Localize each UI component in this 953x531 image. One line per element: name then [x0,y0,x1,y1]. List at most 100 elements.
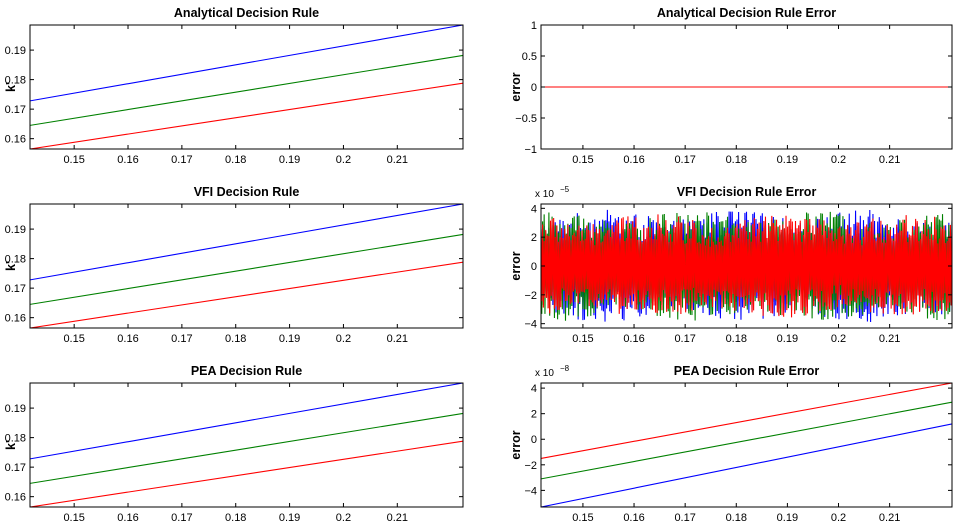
y-tick-label: 0.19 [5,45,26,57]
y-tick-label: 0.17 [5,104,26,116]
axes-box [540,382,953,508]
y-exponent-power: −8 [560,364,570,373]
y-tick-label: 0.16 [5,492,26,504]
series-line-3 [30,440,463,507]
x-tick-label: 0.2 [336,154,351,166]
y-axis-label: k' [4,261,18,271]
y-tick-label: −0.5 [515,113,537,125]
chart-panel-2: 0.15 0.16 0.17 0.18 0.19 0.2 0.21 −1 −0.5 0 0.5 1 An… [509,6,953,166]
x-tick-label: 0.16 [623,512,644,524]
chart-title: Analytical Decision Rule Error [657,6,836,20]
x-tick-label: 0.15 [63,512,84,524]
y-tick-label: 0.16 [5,134,26,146]
y-axis-label: error [509,72,523,101]
x-tick-label: 0.21 [387,154,408,166]
chart-title: VFI Decision Rule Error [677,185,817,199]
x-tick-label: 0.2 [336,512,351,524]
x-tick-label: 0.2 [831,333,846,345]
y-tick-label: 0 [531,261,537,273]
x-tick-label: 0.17 [674,333,695,345]
series-line-1 [30,25,463,102]
series-line-3 [541,423,952,507]
y-tick-label: −4 [524,485,537,497]
y-tick-label: 0.16 [5,313,26,325]
data-layer [30,204,463,328]
y-tick-label: 0.18 [5,75,26,87]
series-line-3 [30,82,463,149]
data-layer [541,209,952,322]
x-tick-label: 0.18 [726,154,747,166]
x-tick-label: 0.19 [279,154,300,166]
x-tick-label: 0.18 [726,512,747,524]
x-tick-label: 0.21 [387,512,408,524]
y-tick-label: 0 [531,434,537,446]
x-tick-label: 0.15 [63,333,84,345]
x-tick-label: 0.17 [171,512,192,524]
x-tick-label: 0.15 [572,333,593,345]
x-tick-label: 0.21 [879,333,900,345]
y-tick-label: 0.17 [5,462,26,474]
series-line-2 [30,233,463,305]
series-line-2 [541,401,952,480]
x-tick-label: 0.21 [879,512,900,524]
y-tick-label: 2 [531,409,537,421]
y-tick-label: 2 [531,232,537,244]
x-tick-label: 0.18 [225,512,246,524]
x-tick-label: 0.2 [831,512,846,524]
series-line-3 [30,261,463,328]
y-exponent-label: x 10 [535,189,554,200]
y-axis-label: k' [4,440,18,450]
x-tick-label: 0.18 [225,333,246,345]
x-tick-label: 0.16 [117,512,138,524]
y-tick-label: −4 [524,319,537,331]
y-tick-label: 0.19 [5,224,26,236]
y-axis-label: k' [4,82,18,92]
chart-title: PEA Decision Rule [191,364,302,378]
y-tick-label: 0 [531,82,537,94]
chart-panel-6: 0.15 0.16 0.17 0.18 0.19 0.2 0.21 −4 −2 0 2 4 PEA De… [509,364,953,524]
plot-area [541,383,952,507]
axes-box [29,203,464,329]
series-line-1 [541,383,952,459]
x-tick-label: 0.19 [279,512,300,524]
x-tick-label: 0.19 [777,512,798,524]
data-layer [30,383,463,507]
x-tick-label: 0.17 [171,333,192,345]
x-tick-label: 0.16 [623,333,644,345]
axes-box [29,24,464,150]
series-line-1 [30,383,463,460]
y-tick-label: −1 [524,144,537,156]
y-axis-label: error [509,430,523,459]
y-tick-label: −2 [524,290,537,302]
x-tick-label: 0.15 [572,154,593,166]
y-tick-label: 0.5 [522,51,537,63]
y-tick-label: 4 [531,203,537,215]
x-tick-label: 0.2 [336,333,351,345]
x-tick-label: 0.2 [831,154,846,166]
y-tick-label: 0.19 [5,403,26,415]
y-exponent-label: x 10 [535,368,554,379]
chart-panel-5: 0.15 0.16 0.17 0.18 0.19 0.2 0.21 0.16 0.17 0.18 0… [4,364,464,524]
x-tick-label: 0.16 [117,333,138,345]
chart-panel-4: 0.15 0.16 0.17 0.18 0.19 0.2 0.21 −4 −2 0 2 4 VFI De… [509,185,953,345]
y-tick-label: 0.17 [5,283,26,295]
x-tick-label: 0.18 [726,333,747,345]
series-line-2 [30,412,463,484]
x-tick-label: 0.17 [171,154,192,166]
series-line-2 [30,54,463,126]
x-tick-label: 0.16 [117,154,138,166]
data-layer [30,25,463,149]
x-tick-label: 0.17 [674,154,695,166]
x-tick-label: 0.21 [387,333,408,345]
x-tick-label: 0.15 [63,154,84,166]
x-tick-label: 0.19 [777,154,798,166]
x-tick-label: 0.19 [279,333,300,345]
series-line-1 [30,204,463,281]
chart-panel-1: 0.15 0.16 0.17 0.18 0.19 0.2 0.21 0.16 0.17 0.18 0… [4,6,464,166]
x-tick-label: 0.16 [623,154,644,166]
y-exponent-power: −5 [560,185,570,194]
y-tick-label: −2 [524,460,537,472]
chart-title: PEA Decision Rule Error [674,364,820,378]
x-tick-label: 0.15 [572,512,593,524]
